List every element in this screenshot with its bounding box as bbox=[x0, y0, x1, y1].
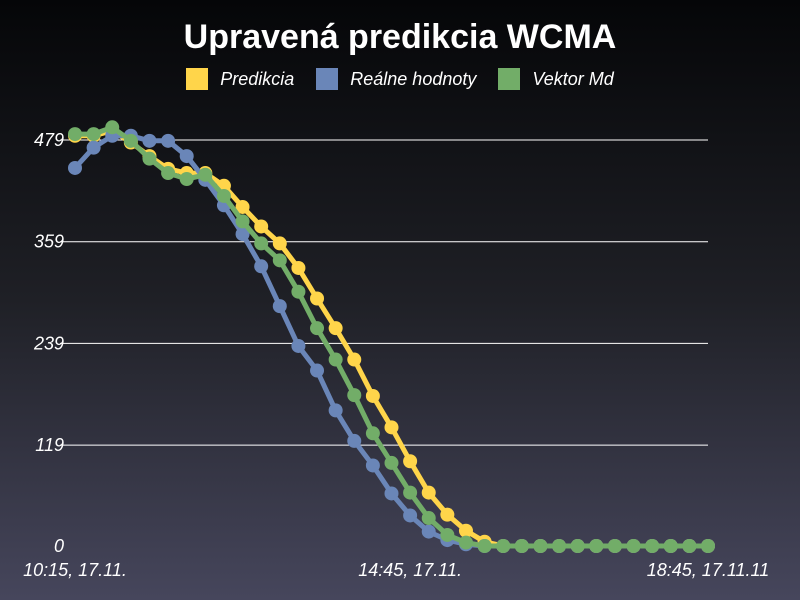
data-point-s1-10 bbox=[254, 259, 269, 274]
y-tick-label-239: 239 bbox=[33, 333, 64, 353]
data-point-s2-10 bbox=[254, 236, 269, 251]
data-point-s2-13 bbox=[310, 321, 325, 336]
data-point-s2-3 bbox=[123, 133, 138, 148]
data-point-s2-12 bbox=[291, 284, 306, 299]
y-tick-label-479: 479 bbox=[34, 130, 64, 150]
data-point-s1-9 bbox=[235, 227, 250, 242]
data-point-s2-27 bbox=[570, 539, 585, 553]
legend-label-vektor-md: Vektor Md bbox=[532, 68, 614, 89]
data-point-s2-19 bbox=[421, 511, 436, 526]
data-point-s2-32 bbox=[663, 539, 678, 553]
data-point-s2-8 bbox=[216, 188, 231, 203]
data-point-s1-17 bbox=[384, 486, 399, 501]
legend-label-predikcia: Predikcia bbox=[220, 68, 295, 89]
y-tick-label-0: 0 bbox=[54, 536, 64, 556]
data-point-s0-17 bbox=[384, 420, 399, 435]
x-tick-label-0: 10:15, 17.11. bbox=[23, 560, 127, 580]
data-point-s1-5 bbox=[161, 133, 176, 148]
data-point-s2-0 bbox=[68, 127, 82, 142]
legend-item-vektor-md: Vektor Md bbox=[498, 68, 614, 90]
data-point-s1-11 bbox=[272, 299, 287, 314]
data-point-s2-2 bbox=[105, 120, 120, 135]
data-point-s1-16 bbox=[365, 458, 380, 473]
data-point-s2-25 bbox=[533, 539, 548, 553]
data-point-s1-4 bbox=[142, 133, 157, 148]
data-point-s0-10 bbox=[254, 219, 269, 234]
data-point-s2-16 bbox=[365, 426, 380, 441]
data-point-s2-11 bbox=[272, 253, 287, 268]
data-point-s0-19 bbox=[421, 485, 436, 500]
legend-item-predikcia: Predikcia bbox=[186, 68, 294, 90]
data-point-s2-30 bbox=[626, 539, 641, 553]
data-point-s2-23 bbox=[496, 539, 511, 553]
series-2 bbox=[68, 120, 715, 553]
data-point-s0-12 bbox=[291, 260, 306, 275]
series-1 bbox=[68, 128, 715, 553]
data-point-s2-29 bbox=[607, 539, 622, 553]
data-point-s2-14 bbox=[328, 352, 343, 367]
legend-item-realne-hodnoty: Reálne hodnoty bbox=[316, 68, 476, 90]
data-point-s2-6 bbox=[179, 171, 194, 186]
data-point-s0-16 bbox=[365, 388, 380, 403]
data-point-s1-14 bbox=[328, 403, 343, 418]
data-point-s1-13 bbox=[310, 363, 325, 378]
data-point-s2-28 bbox=[589, 539, 604, 553]
legend-swatch-realne-hodnoty bbox=[316, 68, 339, 90]
data-point-s0-9 bbox=[235, 199, 250, 214]
data-point-s2-17 bbox=[384, 455, 399, 470]
series-line-2 bbox=[75, 124, 708, 549]
data-point-s2-33 bbox=[682, 539, 697, 553]
legend-label-realne-hodnoty: Reálne hodnoty bbox=[350, 68, 477, 89]
data-point-s0-18 bbox=[403, 454, 418, 469]
legend-swatch-predikcia bbox=[186, 68, 209, 90]
data-point-s0-14 bbox=[328, 321, 343, 336]
data-point-s0-15 bbox=[347, 352, 362, 367]
data-point-s1-15 bbox=[347, 433, 362, 448]
data-point-s2-18 bbox=[403, 485, 418, 500]
data-point-s2-26 bbox=[552, 539, 567, 553]
legend-swatch-vektor-md bbox=[498, 68, 521, 90]
data-point-s2-20 bbox=[440, 527, 455, 542]
data-point-s2-5 bbox=[161, 166, 176, 181]
data-point-s0-20 bbox=[440, 507, 455, 522]
data-point-s2-31 bbox=[645, 539, 660, 553]
data-point-s2-1 bbox=[86, 127, 101, 142]
chart-title: Upravená predikcia WCMA bbox=[183, 18, 617, 56]
data-point-s2-34 bbox=[701, 539, 715, 553]
data-point-s2-4 bbox=[142, 151, 157, 166]
series-line-1 bbox=[73, 133, 708, 549]
data-point-s2-9 bbox=[235, 214, 250, 229]
data-point-s0-21 bbox=[458, 523, 473, 538]
legend: Predikcia Reálne hodnoty Vektor Md bbox=[0, 68, 800, 90]
data-point-s2-24 bbox=[514, 539, 529, 553]
data-point-s2-7 bbox=[198, 167, 213, 182]
data-point-s2-21 bbox=[458, 535, 473, 550]
data-point-s1-0 bbox=[68, 160, 82, 175]
data-point-s0-11 bbox=[272, 236, 287, 251]
data-point-s1-12 bbox=[291, 338, 306, 353]
data-point-s1-19 bbox=[421, 524, 436, 539]
data-point-s1-6 bbox=[179, 149, 194, 164]
x-tick-label-1: 14:45, 17.11. bbox=[358, 560, 462, 580]
x-tick-label-2: 18:45, 17.11.11 bbox=[647, 560, 769, 580]
data-point-s1-18 bbox=[403, 508, 418, 523]
data-point-s2-15 bbox=[347, 388, 362, 403]
y-tick-label-359: 359 bbox=[34, 232, 64, 252]
data-point-s0-13 bbox=[310, 291, 325, 306]
series-line-0 bbox=[75, 128, 708, 549]
y-tick-label-119: 119 bbox=[35, 435, 64, 455]
data-point-s2-22 bbox=[477, 539, 492, 553]
data-point-s1-1 bbox=[86, 140, 101, 155]
